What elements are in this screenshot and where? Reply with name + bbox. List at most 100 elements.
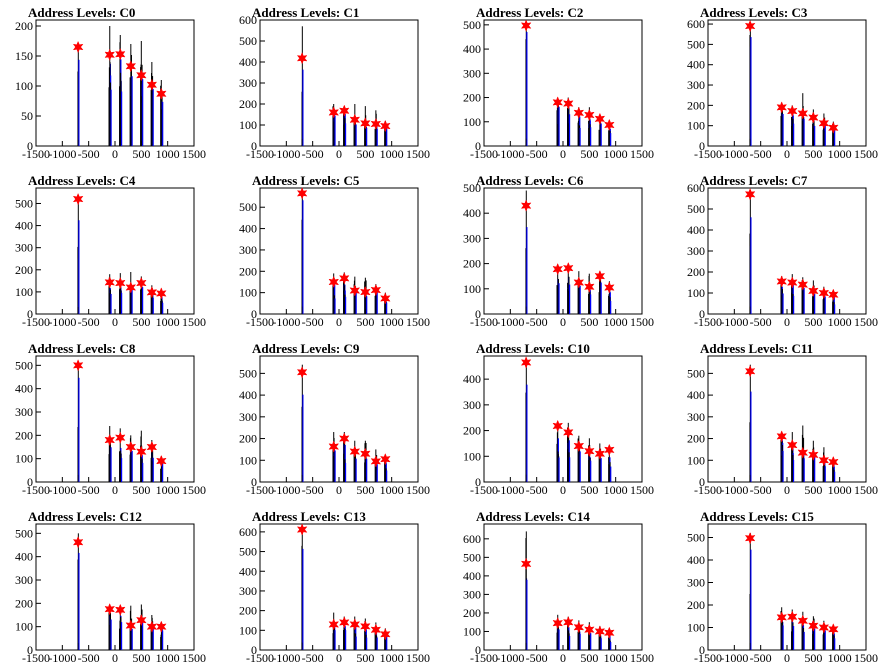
peak-marker bbox=[776, 275, 788, 288]
x-tick-label: -500 bbox=[78, 651, 100, 665]
plot-frame bbox=[259, 523, 419, 651]
x-tick-label: 500 bbox=[804, 315, 822, 329]
x-tick-label: -1000 bbox=[272, 147, 300, 161]
y-tick-label: 200 bbox=[15, 19, 33, 33]
peak-marker bbox=[744, 532, 756, 545]
panel-title: Address Levels: C1 bbox=[252, 5, 359, 20]
y-tick-label: 0 bbox=[251, 475, 257, 489]
y-tick-label: 400 bbox=[687, 58, 705, 72]
peak-marker bbox=[328, 440, 340, 453]
plot-frame bbox=[259, 355, 419, 483]
panel-7: Address Levels: C7 0 100 200 300 400 500 600 -15… bbox=[687, 173, 878, 329]
peak-marker bbox=[520, 199, 532, 212]
x-tick-label: -1500 bbox=[694, 651, 722, 665]
peak-marker bbox=[349, 284, 361, 297]
y-tick-label: 200 bbox=[239, 604, 257, 618]
peak-marker bbox=[520, 557, 532, 570]
peak-marker bbox=[104, 433, 116, 447]
peak-marker bbox=[786, 104, 798, 118]
x-tick-label: 1500 bbox=[406, 147, 430, 161]
y-tick-label: 300 bbox=[463, 398, 481, 412]
panel-1: Address Levels: C1 0 100 200 300 400 500 600 -15… bbox=[239, 5, 430, 161]
peak-marker bbox=[818, 286, 830, 300]
y-tick-label: 100 bbox=[15, 620, 33, 634]
x-tick-label: -1500 bbox=[246, 147, 274, 161]
peak-marker bbox=[828, 121, 839, 134]
x-tick-label: 1500 bbox=[630, 315, 654, 329]
x-tick-label: -500 bbox=[750, 147, 772, 161]
x-tick-label: 1500 bbox=[630, 483, 654, 497]
y-tick-label: 500 bbox=[15, 358, 33, 372]
panel-13: Address Levels: C13 0 100 200 300 400 500 600 -1… bbox=[239, 509, 430, 665]
x-tick-label: -1000 bbox=[720, 147, 748, 161]
peak-marker bbox=[136, 613, 147, 627]
plot-frame bbox=[707, 19, 867, 147]
y-tick-label: 600 bbox=[687, 17, 705, 31]
peak-marker bbox=[797, 278, 809, 291]
x-tick-label: -1500 bbox=[470, 651, 498, 665]
x-tick-label: -1500 bbox=[694, 483, 722, 497]
x-tick-label: -500 bbox=[302, 147, 324, 161]
peak-marker bbox=[114, 48, 126, 61]
peak-marker bbox=[370, 117, 382, 131]
x-tick-label: 500 bbox=[804, 483, 822, 497]
panel-title: Address Levels: C13 bbox=[252, 509, 366, 524]
x-tick-label: 0 bbox=[560, 483, 566, 497]
y-tick-label: 500 bbox=[239, 545, 257, 559]
y-tick-label: 100 bbox=[687, 286, 705, 300]
peak-marker bbox=[562, 616, 574, 629]
x-tick-label: -500 bbox=[526, 483, 548, 497]
peak-marker bbox=[370, 283, 382, 297]
peak-marker bbox=[562, 97, 574, 110]
plot-frame bbox=[707, 187, 867, 315]
x-tick-label: 1500 bbox=[854, 483, 878, 497]
panel-0: Address Levels: C0 0 50 100 150 200 -1500-1000… bbox=[15, 5, 206, 161]
x-tick-label: 1000 bbox=[604, 483, 628, 497]
y-tick-label: 0 bbox=[699, 139, 705, 153]
x-tick-label: 500 bbox=[580, 651, 598, 665]
y-tick-label: 0 bbox=[251, 643, 257, 657]
peak-marker bbox=[360, 620, 371, 633]
x-tick-label: 500 bbox=[132, 315, 150, 329]
y-tick-label: 300 bbox=[687, 410, 705, 424]
peak-marker bbox=[296, 366, 308, 379]
peak-marker bbox=[584, 444, 595, 458]
peak-marker bbox=[349, 445, 361, 458]
peak-marker bbox=[72, 192, 84, 206]
y-tick-label: 0 bbox=[699, 643, 705, 657]
panel-6: Address Levels: C60100200300400500-1500-… bbox=[463, 173, 654, 329]
peak-marker bbox=[584, 280, 595, 293]
peak-marker bbox=[808, 111, 819, 124]
y-tick-label: 600 bbox=[239, 525, 257, 539]
plot-frame bbox=[35, 187, 195, 315]
x-tick-label: 500 bbox=[132, 483, 150, 497]
panel-2: Address Levels: C20100200300400500-1500-… bbox=[463, 5, 654, 161]
x-tick-label: 0 bbox=[560, 315, 566, 329]
y-tick-label: 300 bbox=[239, 243, 257, 257]
y-tick-label: 100 bbox=[463, 282, 481, 296]
panel-14: Address Levels: C14 0 100 200 300 400 500 600 -1… bbox=[463, 509, 654, 665]
y-tick-label: 200 bbox=[239, 97, 257, 111]
peak-marker bbox=[296, 523, 308, 536]
peak-marker bbox=[114, 603, 126, 617]
y-tick-label: 0 bbox=[27, 307, 33, 321]
x-tick-label: -1000 bbox=[272, 483, 300, 497]
y-tick-label: 500 bbox=[239, 366, 257, 380]
x-tick-label: 500 bbox=[804, 147, 822, 161]
y-tick-label: 100 bbox=[463, 115, 481, 129]
y-tick-label: 500 bbox=[687, 531, 705, 545]
y-tick-label: 200 bbox=[15, 428, 33, 442]
peak-marker bbox=[573, 439, 585, 453]
peak-marker bbox=[380, 628, 391, 641]
peak-marker bbox=[328, 275, 340, 289]
peak-marker bbox=[296, 52, 308, 65]
y-tick-label: 0 bbox=[699, 307, 705, 321]
y-tick-label: 50 bbox=[21, 109, 33, 123]
plot-frame bbox=[259, 187, 419, 315]
peak-marker bbox=[146, 286, 158, 299]
peak-marker bbox=[818, 454, 830, 467]
x-tick-label: 1500 bbox=[854, 651, 878, 665]
peak-marker bbox=[146, 620, 158, 633]
x-tick-label: -500 bbox=[78, 147, 100, 161]
peak-marker bbox=[828, 288, 839, 301]
